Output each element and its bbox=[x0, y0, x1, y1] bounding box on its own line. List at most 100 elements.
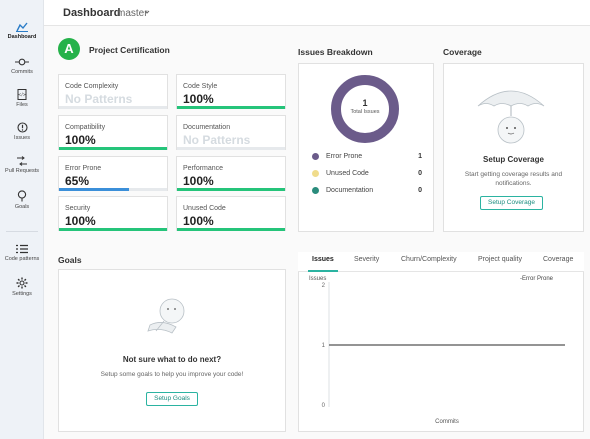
goal-icon bbox=[17, 190, 27, 202]
setup-goals-button[interactable]: Setup Goals bbox=[146, 392, 198, 406]
chart-tabs: Issues Severity Churn/Complexity Project… bbox=[298, 252, 584, 272]
sidebar-item-label: Goals bbox=[14, 204, 30, 210]
metric-value: 100% bbox=[183, 214, 214, 228]
dashboard-icon bbox=[16, 22, 28, 32]
donut-segment-error-prone bbox=[331, 75, 399, 143]
legend-count: 0 bbox=[418, 170, 422, 177]
legend-label: Unused Code bbox=[326, 170, 369, 177]
umbrella-mascot-illustration bbox=[477, 90, 545, 144]
sidebar-item-label: Code patterns bbox=[4, 256, 40, 262]
issue-icon bbox=[16, 122, 28, 133]
coverage-heading: Setup Coverage bbox=[483, 155, 544, 164]
metric-label: Documentation bbox=[183, 124, 231, 131]
sidebar-item-label: Settings bbox=[12, 291, 32, 297]
metric-label: Performance bbox=[183, 165, 224, 172]
legend-label: Documentation bbox=[326, 187, 374, 194]
tab-issues[interactable]: Issues bbox=[312, 256, 334, 263]
metric-performance[interactable]: Performance 100% bbox=[176, 156, 286, 191]
issues-chart-card: Issues 2 1 0 -Error Prone Commits bbox=[298, 272, 584, 432]
legend-item-documentation: Documentation 0 bbox=[312, 186, 422, 196]
y-tick-label: 1 bbox=[322, 343, 326, 349]
sidebar-item-label: Issues bbox=[14, 135, 30, 141]
svg-text:</>: </> bbox=[18, 92, 26, 97]
sidebar-item-label: Dashboard bbox=[7, 34, 37, 40]
sidebar-item-commits[interactable]: Commits bbox=[0, 57, 44, 75]
commit-icon bbox=[15, 58, 29, 66]
chevron-down-icon[interactable] bbox=[144, 9, 150, 15]
metric-progress-fill bbox=[59, 228, 167, 231]
tab-severity[interactable]: Severity bbox=[354, 256, 380, 263]
y-axis-label: Issues bbox=[309, 276, 326, 282]
legend-label: Error Prone bbox=[326, 153, 363, 160]
goals-heading: Not sure what to do next? bbox=[122, 355, 222, 364]
metric-security[interactable]: Security 100% bbox=[58, 196, 168, 231]
file-icon: </> bbox=[17, 89, 27, 100]
tab-churn-complexity[interactable]: Churn/Complexity bbox=[401, 256, 457, 263]
issues-donut-chart[interactable] bbox=[330, 74, 400, 144]
metric-progress-fill bbox=[177, 228, 285, 231]
metric-progress-bar bbox=[59, 147, 167, 150]
gear-icon bbox=[16, 277, 28, 289]
legend-dot bbox=[312, 153, 319, 160]
metric-progress-bar bbox=[59, 228, 167, 231]
sidebar-item-settings[interactable]: Settings bbox=[0, 277, 44, 297]
goals-card bbox=[58, 269, 286, 432]
list-icon bbox=[16, 244, 28, 254]
sidebar-item-pull-requests[interactable]: Pull Requests bbox=[0, 156, 44, 174]
active-tab-indicator bbox=[308, 270, 338, 272]
metric-error-prone[interactable]: Error Prone 65% bbox=[58, 156, 168, 191]
metric-label: Error Prone bbox=[65, 165, 102, 172]
goals-title: Goals bbox=[58, 255, 82, 265]
y-tick-label: 2 bbox=[322, 283, 326, 289]
metric-value: 100% bbox=[65, 214, 96, 228]
legend-count: 1 bbox=[418, 153, 422, 160]
metric-progress-fill bbox=[59, 147, 167, 150]
legend-count: 0 bbox=[418, 187, 422, 194]
metric-value: No Patterns bbox=[183, 133, 251, 147]
metric-value: 65% bbox=[65, 174, 90, 188]
metric-label: Code Complexity bbox=[65, 83, 119, 90]
metric-progress-bar bbox=[177, 106, 285, 109]
metric-progress-bar bbox=[177, 188, 285, 191]
metric-progress-bar bbox=[59, 188, 167, 191]
issues-breakdown-card bbox=[298, 63, 434, 232]
sidebar-item-code-patterns[interactable]: Code patterns bbox=[0, 244, 44, 262]
branch-selector[interactable]: master bbox=[117, 8, 148, 19]
sidebar-item-label: Commits bbox=[11, 69, 33, 75]
sidebar-item-label: Pull Requests bbox=[5, 168, 39, 174]
reading-mascot-illustration bbox=[147, 298, 185, 334]
tab-project-quality[interactable]: Project quality bbox=[478, 256, 522, 263]
metric-label: Unused Code bbox=[183, 205, 226, 212]
sidebar-item-dashboard[interactable]: Dashboard bbox=[0, 22, 44, 40]
tab-coverage[interactable]: Coverage bbox=[543, 256, 574, 263]
sidebar-item-label: Files bbox=[16, 102, 28, 108]
metric-label: Security bbox=[65, 205, 91, 212]
sidebar: Dashboard Commits </> Files Issues Pull … bbox=[0, 0, 44, 439]
metric-compatibility[interactable]: Compatibility 100% bbox=[58, 115, 168, 150]
coverage-description-line2: notifications. bbox=[495, 180, 532, 187]
legend-entry: -Error Prone bbox=[520, 276, 554, 282]
metric-progress-bar bbox=[177, 147, 285, 150]
metric-label: Code Style bbox=[183, 83, 218, 90]
metric-progress-fill bbox=[59, 188, 130, 191]
metric-unused-code[interactable]: Unused Code 100% bbox=[176, 196, 286, 231]
donut-total-label: Total Issues bbox=[350, 109, 380, 115]
metric-code-style[interactable]: Code Style 100% bbox=[176, 74, 286, 109]
metric-documentation[interactable]: Documentation No Patterns bbox=[176, 115, 286, 150]
legend-dot bbox=[312, 170, 319, 177]
metric-progress-fill bbox=[177, 106, 285, 109]
sidebar-item-files[interactable]: </> Files bbox=[0, 89, 44, 108]
certification-title: Project Certification bbox=[89, 45, 170, 55]
x-axis-label: Commits bbox=[435, 419, 459, 425]
metric-progress-bar bbox=[59, 106, 167, 109]
metric-value: No Patterns bbox=[65, 92, 133, 106]
issues-breakdown-title: Issues Breakdown bbox=[298, 47, 373, 57]
setup-coverage-button[interactable]: Setup Coverage bbox=[480, 196, 543, 210]
sidebar-item-issues[interactable]: Issues bbox=[0, 122, 44, 141]
metric-progress-fill bbox=[177, 188, 285, 191]
legend-dot bbox=[312, 187, 319, 194]
sidebar-item-goals[interactable]: Goals bbox=[0, 190, 44, 210]
metric-code-complexity[interactable]: Code Complexity No Patterns bbox=[58, 74, 168, 109]
donut-total-value: 1 bbox=[362, 98, 368, 108]
